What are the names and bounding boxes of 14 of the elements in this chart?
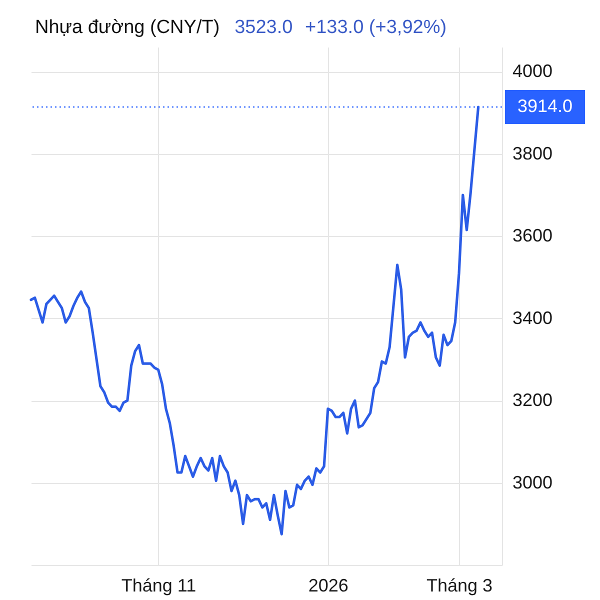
text: +133.0 (+3,92%)	[305, 17, 447, 38]
line-series	[30, 106, 480, 536]
x-tick-label: Tháng 3	[426, 576, 493, 596]
y-tick-label: 3600	[512, 226, 553, 246]
y-tick-label: 4000	[512, 61, 553, 82]
x-tick-label: Tháng 11	[121, 576, 196, 596]
y-tick-label: 3200	[512, 390, 553, 410]
chart-title: Nhựa đường (CNY/T)	[35, 17, 220, 38]
y-tick-label: 3400	[512, 308, 553, 328]
x-tick-label: 2026	[308, 576, 348, 596]
y-tick-label: 3800	[512, 143, 553, 164]
y-tick-label: 3000	[512, 472, 553, 492]
text: 3523.0	[234, 17, 293, 38]
ref-line-label: 3914.0	[517, 96, 573, 116]
